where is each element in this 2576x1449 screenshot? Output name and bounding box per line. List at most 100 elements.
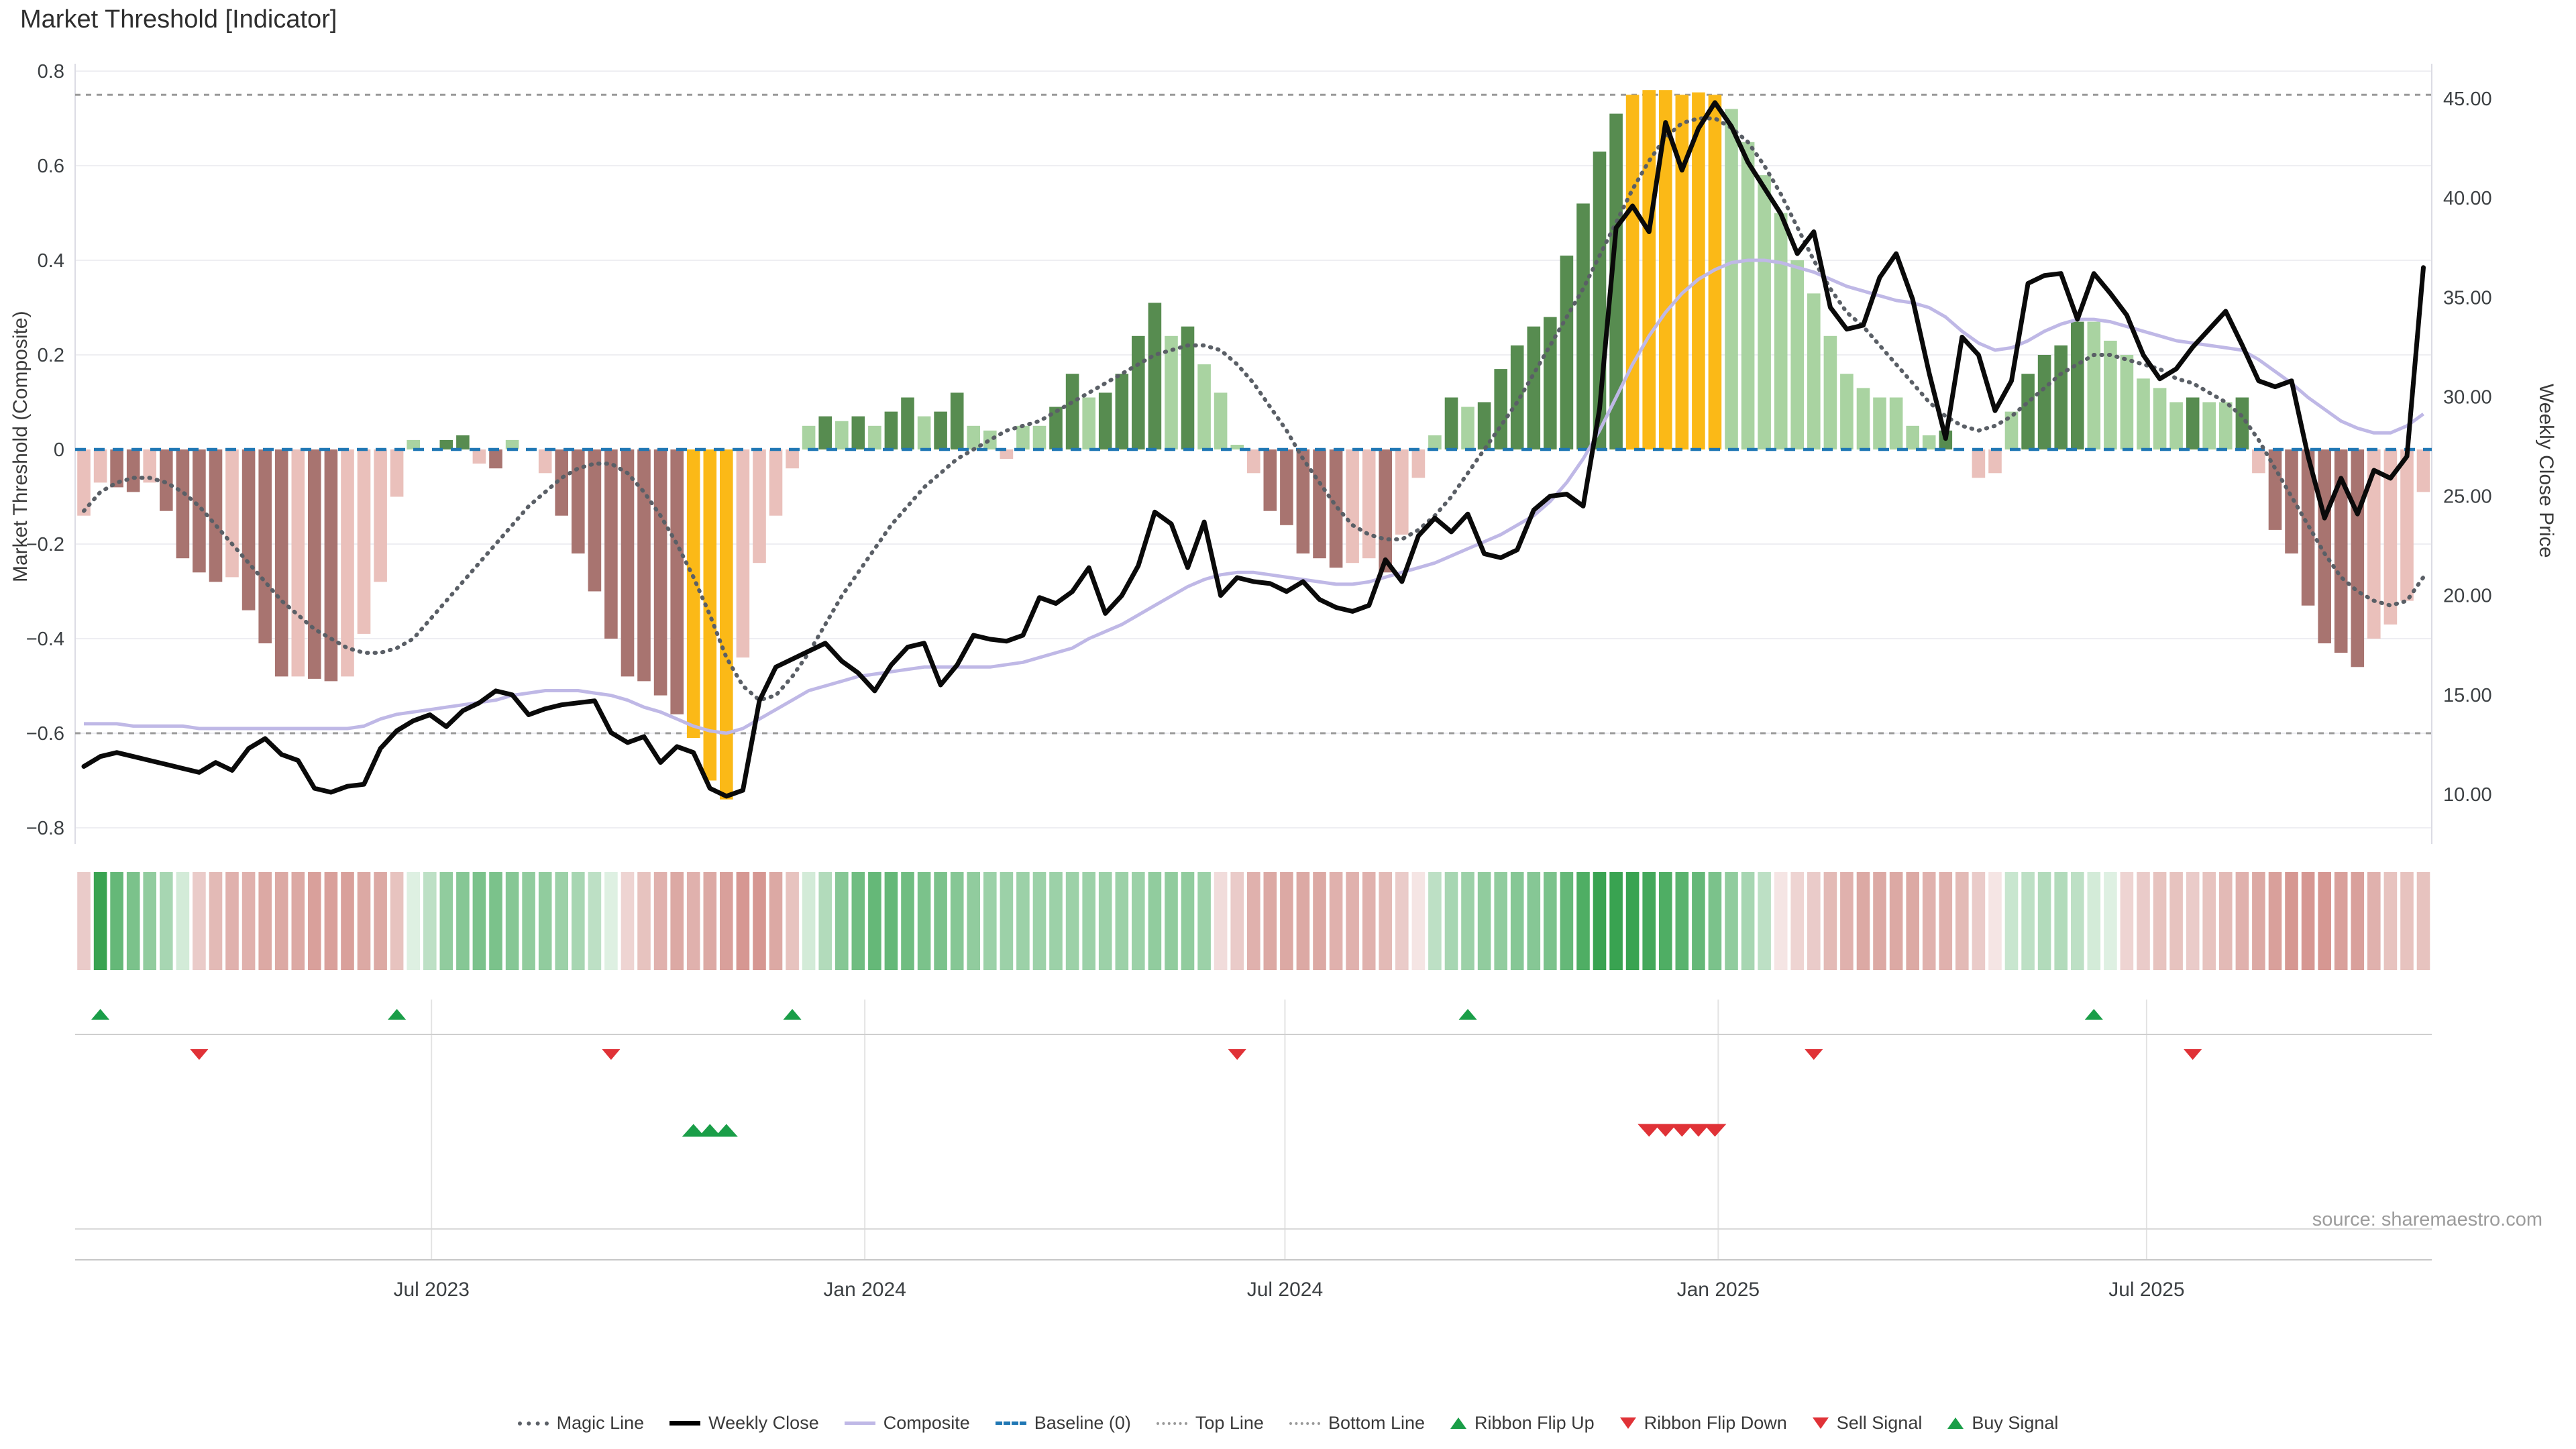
ribbon-cell (1230, 872, 1244, 970)
composite-bar (1000, 449, 1014, 460)
legend-item-label: Composite (883, 1413, 970, 1433)
ribbon-cell (1477, 872, 1491, 970)
composite-bar (1346, 449, 1359, 564)
ribbon-cell (538, 872, 552, 970)
ribbon-cell (193, 872, 206, 970)
ribbon-cell (225, 872, 239, 970)
ribbon-cell (1906, 872, 1919, 970)
composite-bar (736, 449, 750, 658)
source-credit: source: sharemaestro.com (2312, 1209, 2542, 1230)
composite-bar (604, 449, 618, 639)
composite-bar (802, 425, 816, 450)
left-tick-label: 0.2 (38, 345, 64, 366)
composite-bar (2071, 321, 2084, 449)
legend-item-label: Ribbon Flip Up (1474, 1413, 1595, 1433)
ribbon-cell (2351, 872, 2365, 970)
composite-bar (1659, 90, 1672, 449)
ribbon-cell (1148, 872, 1162, 970)
right-tick-label: 40.00 (2443, 188, 2492, 209)
ribbon-cell (1444, 872, 1458, 970)
composite-bar (538, 449, 552, 474)
composite-bar (572, 449, 585, 554)
ribbon-cell (1544, 872, 1557, 970)
ribbon-cell (1774, 872, 1788, 970)
ribbon-cell (1379, 872, 1392, 970)
left-tick-label: −0.2 (26, 534, 64, 555)
legend-item-ribbon-flip-down: Ribbon Flip Down (1619, 1413, 1787, 1434)
composite-bar (1214, 392, 1228, 449)
composite-bar (2268, 449, 2282, 530)
composite-bar (2054, 345, 2068, 449)
composite-bar (1049, 407, 1063, 449)
ribbon-flip-down-marker (190, 1049, 209, 1060)
ribbon-cell (176, 872, 190, 970)
composite-bar (1807, 293, 1821, 450)
legend-item-label: Ribbon Flip Down (1644, 1413, 1787, 1433)
ribbon-flip-down-marker (2184, 1049, 2202, 1060)
ribbon-cell (934, 872, 947, 970)
composite-bar (2383, 449, 2398, 625)
ribbon-cell (769, 872, 783, 970)
composite-bar (1510, 345, 1524, 449)
composite-bar (1411, 449, 1426, 478)
composite-bar (2153, 388, 2167, 450)
ribbon-cell (1972, 872, 1986, 970)
ribbon-cell (802, 872, 816, 970)
ribbon-cell (786, 872, 799, 970)
ribbon-cell (2054, 872, 2068, 970)
composite-bar (2087, 321, 2101, 449)
ribbon-cell (572, 872, 585, 970)
ribbon-cell (522, 872, 535, 970)
ribbon-cell (670, 872, 684, 970)
ribbon-cell (2004, 872, 2019, 970)
composite-bar (456, 435, 470, 449)
ribbon-cell (274, 872, 288, 970)
triangle-up-icon (1450, 1417, 1467, 1429)
ribbon-cell (604, 872, 618, 970)
composite-bar (1132, 335, 1145, 449)
ribbon-cell (835, 872, 849, 970)
composite-bar (2120, 355, 2134, 449)
signal-markers (91, 1009, 2202, 1137)
composite-bar (1428, 435, 1442, 449)
composite-bar (1741, 142, 1755, 450)
ribbon-cell (1807, 872, 1821, 970)
composite-bar (934, 411, 947, 449)
ribbon-cell (2087, 872, 2101, 970)
composite-bar (835, 421, 849, 449)
ribbon-cell (505, 872, 519, 970)
composite-bar (917, 416, 931, 449)
ribbon-cell (686, 872, 700, 970)
legend-item-magic-line: Magic Line (517, 1413, 644, 1434)
ribbon-cell (407, 872, 420, 970)
legend-item-top-line: Top Line (1156, 1413, 1264, 1434)
left-axis-title: Market Threshold (Composite) (9, 311, 32, 582)
ribbon-cell (967, 872, 980, 970)
composite-bar (2004, 411, 2019, 449)
ribbon-cell (1461, 872, 1474, 970)
legend-line-swatch (1156, 1421, 1187, 1425)
ribbon-flip-up-marker (1458, 1009, 1477, 1020)
ribbon-cell (1494, 872, 1507, 970)
ribbon-cell (2367, 872, 2381, 970)
ribbon-cell (1873, 872, 1886, 970)
composite-bar (2202, 402, 2216, 449)
ribbon-cell (1329, 872, 1343, 970)
ribbon-cell (1395, 872, 1409, 970)
ribbon-cell (209, 872, 223, 970)
ribbon-cell (1725, 872, 1738, 970)
left-tick-label: 0.8 (38, 61, 64, 83)
composite-bar (2416, 449, 2430, 492)
composite-bar (1527, 326, 1541, 449)
ribbon-cell (1510, 872, 1524, 970)
right-tick-label: 30.00 (2443, 386, 2492, 408)
composite-bar (1362, 449, 1376, 559)
ribbon-cell (1823, 872, 1837, 970)
composite-bar (901, 397, 914, 449)
composite-bar (1625, 95, 1640, 450)
composite-bar (720, 449, 733, 800)
legend: Magic Line Weekly Close Composite Baseline … (0, 1413, 2576, 1434)
ribbon-cell (1000, 872, 1014, 970)
ribbon-cell (1296, 872, 1310, 970)
